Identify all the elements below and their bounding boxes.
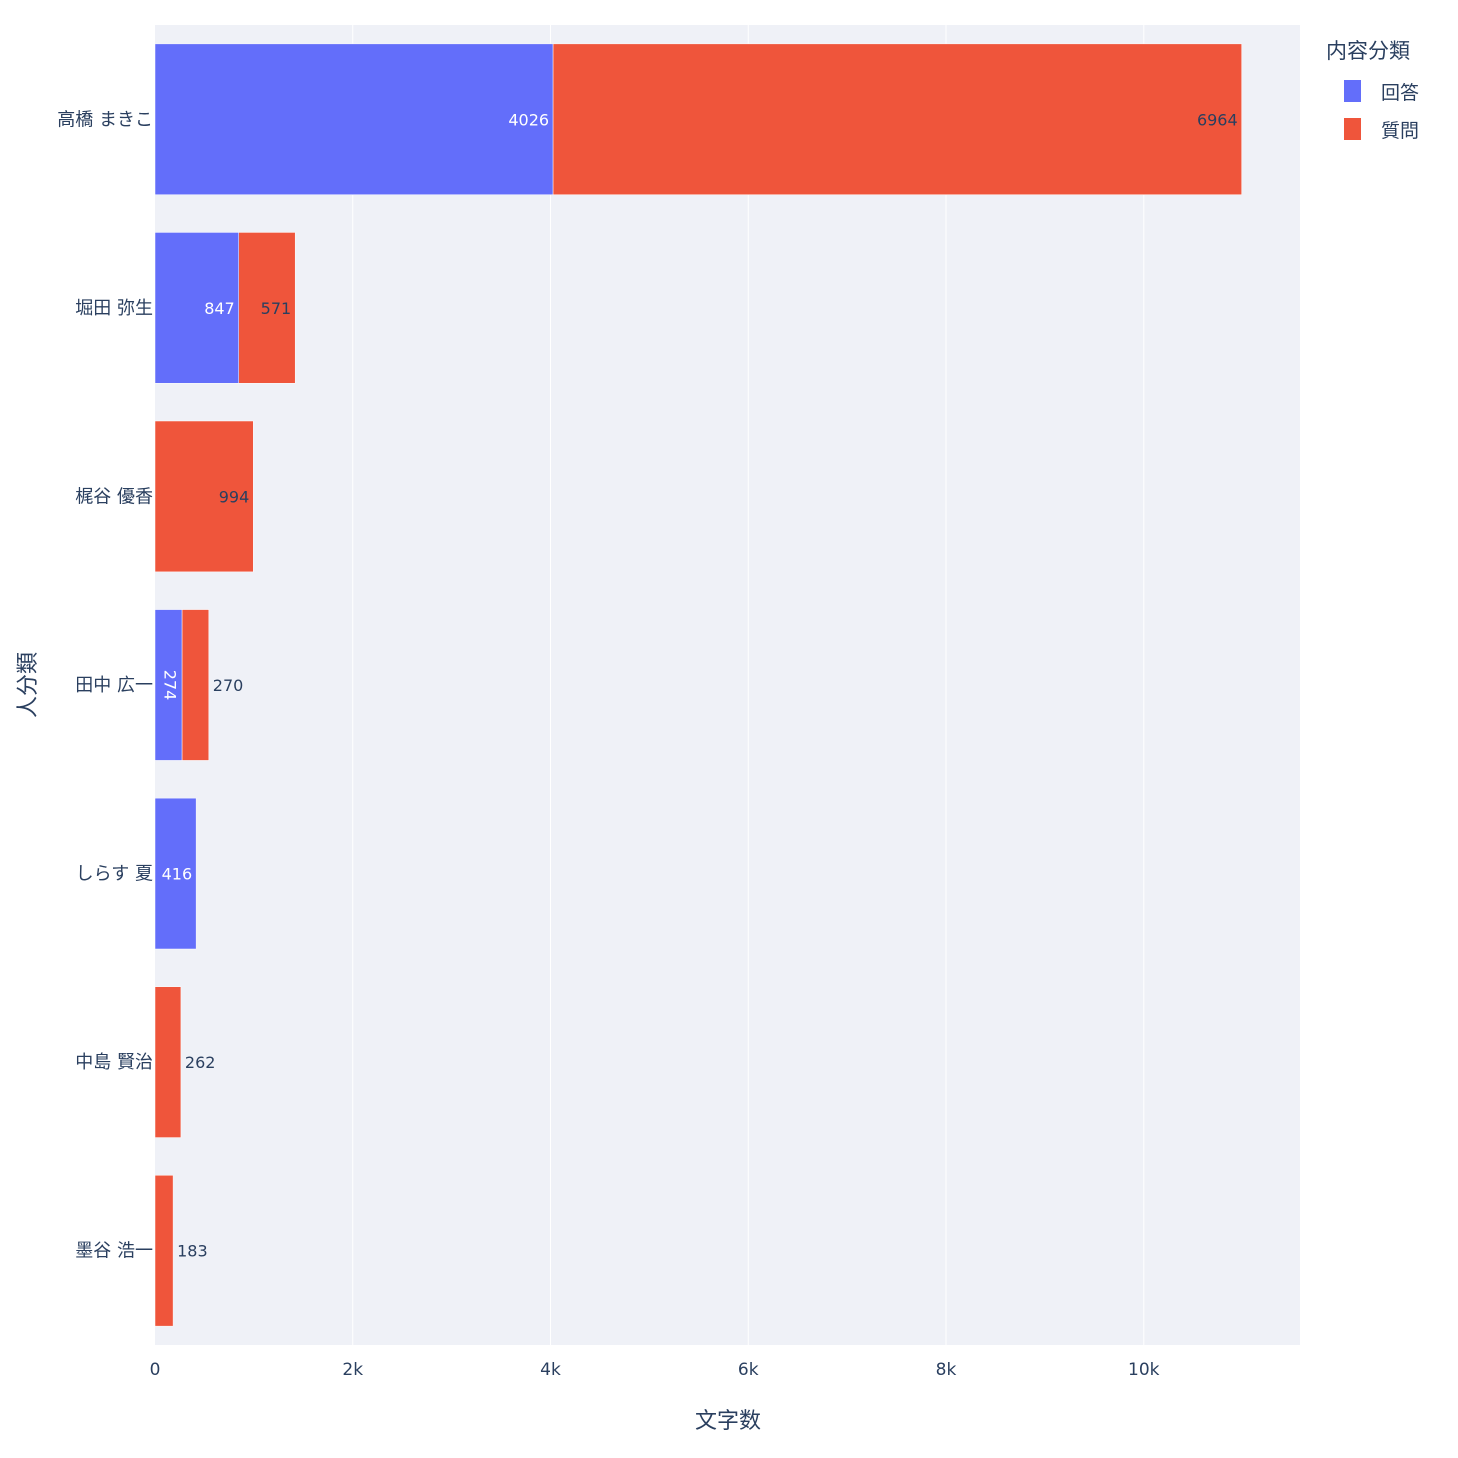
bar-segment: [154, 232, 239, 384]
y-category-label: 堀田 弥生: [75, 298, 153, 319]
x-tick-label: 8k: [936, 1360, 957, 1380]
gridlines: [352, 25, 1145, 1345]
bars: [154, 43, 1242, 1327]
bar-segment: [154, 609, 183, 761]
x-tick-label: 6k: [738, 1360, 759, 1380]
x-axis-ticks: 0 2k 4k 6k 8k 10k: [150, 1360, 1160, 1380]
x-tick-label: 0: [150, 1360, 161, 1380]
y-category-label: 中島 賢治: [75, 1052, 153, 1073]
x-tick-label: 2k: [342, 1360, 363, 1380]
bar-value-label: 183: [177, 1242, 208, 1261]
bar-segment: [154, 420, 254, 573]
bar-segment: [154, 43, 554, 195]
legend-title: 内容分類: [1326, 39, 1410, 63]
x-tick-label: 4k: [540, 1360, 561, 1380]
bar-segment: [238, 232, 296, 384]
legend-item-label: 回答: [1381, 82, 1419, 104]
legend-item-label: 質問: [1381, 120, 1419, 142]
bar-value-label: 571: [261, 299, 292, 318]
plot-background: [155, 25, 1300, 1345]
y-category-label: 高橋 まきこ: [57, 109, 153, 130]
y-axis-title: 人分類: [16, 652, 41, 718]
bar-segment: [552, 43, 1242, 195]
x-tick-label: 10k: [1128, 1360, 1160, 1380]
bar-segment: [154, 1175, 174, 1327]
bar-value-label: 270: [213, 676, 244, 695]
bar-value-label: 262: [185, 1053, 216, 1072]
bar-value-label: 847: [204, 299, 235, 318]
bar-value-label: 994: [219, 487, 250, 506]
x-axis-title: 文字数: [695, 1409, 761, 1434]
bar-segment: [154, 986, 182, 1138]
y-category-label: 田中 広一: [75, 675, 153, 696]
bar-value-label: 274: [161, 670, 180, 701]
legend-swatch: [1344, 118, 1361, 140]
y-category-label: 梶谷 優香: [75, 486, 153, 507]
y-category-label: しらす 夏: [76, 864, 153, 885]
bar-value-label: 6964: [1197, 110, 1238, 129]
bar-value-label: 416: [162, 865, 193, 884]
legend-swatch: [1344, 80, 1361, 102]
bar-segment: [154, 797, 197, 950]
bar-value-label: 4026: [508, 110, 549, 129]
bar-labels: 4026 6964 847 571 994 274 270 416 262 183: [161, 110, 1238, 1260]
y-category-label: 墨谷 浩一: [75, 1241, 153, 1262]
bar-segment: [181, 609, 210, 761]
